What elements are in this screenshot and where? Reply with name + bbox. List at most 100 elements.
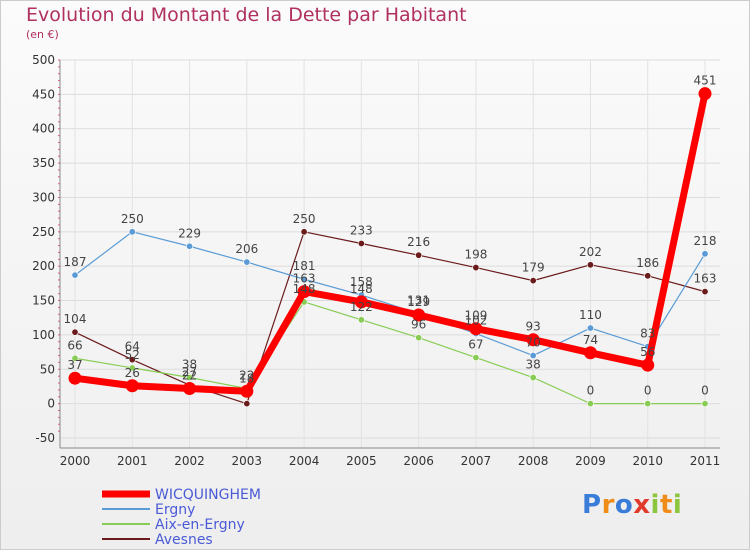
x-tick-label: 2005 — [346, 454, 377, 468]
series-line — [74, 231, 706, 405]
data-label: 109 — [464, 309, 487, 323]
data-label: 158 — [350, 275, 373, 289]
data-point — [586, 400, 594, 408]
y-tick-label: 500 — [32, 53, 55, 67]
data-point — [354, 295, 368, 309]
data-label: 70 — [526, 336, 541, 350]
logo-letter: x — [633, 490, 651, 520]
y-tick-label: 400 — [32, 122, 55, 136]
data-point — [300, 228, 308, 236]
x-tick-label: 2000 — [60, 454, 91, 468]
data-label: 148 — [293, 282, 316, 296]
data-label: 66 — [67, 338, 82, 352]
series-line — [74, 231, 706, 357]
logo-letter: P — [582, 490, 602, 520]
data-label: 216 — [407, 235, 430, 249]
data-point — [412, 308, 426, 322]
data-label: 38 — [526, 358, 541, 372]
data-point — [300, 275, 308, 283]
data-point — [357, 240, 365, 248]
data-label: 0 — [644, 384, 652, 398]
data-point — [698, 87, 712, 101]
data-label: 148 — [350, 282, 373, 296]
data-point — [128, 364, 136, 372]
data-point — [240, 384, 254, 398]
y-tick-label: 50 — [40, 362, 55, 376]
y-tick-label: 450 — [32, 87, 55, 101]
legend-label: WICQUINGHEM — [155, 487, 261, 503]
data-label: 64 — [125, 340, 140, 354]
y-tick-label: 200 — [32, 259, 55, 273]
logo-letter: i — [672, 490, 683, 520]
y-tick-label: 300 — [32, 190, 55, 204]
data-label: 129 — [407, 295, 430, 309]
data-label: 22 — [182, 369, 197, 383]
y-tick-label: 0 — [47, 397, 55, 411]
data-point — [701, 400, 709, 408]
data-point — [415, 334, 423, 342]
data-point — [71, 354, 79, 362]
data-point — [586, 324, 594, 332]
data-point — [186, 242, 194, 250]
data-point — [529, 352, 537, 360]
data-point — [71, 328, 79, 336]
data-label: 131 — [407, 294, 430, 308]
data-point — [526, 333, 540, 347]
data-label: 250 — [293, 212, 316, 226]
data-point — [186, 374, 194, 382]
data-point — [701, 250, 709, 258]
x-tick-label: 2006 — [403, 454, 434, 468]
data-point — [243, 258, 251, 266]
logo-letter: o — [614, 490, 634, 520]
x-tick-label: 2010 — [632, 454, 663, 468]
data-label: 0 — [587, 384, 595, 398]
x-tick-label: 2004 — [289, 454, 320, 468]
legend-label: Aix-en-Ergny — [155, 517, 245, 533]
data-point — [183, 382, 197, 396]
data-label: 202 — [579, 245, 602, 259]
data-point — [641, 358, 655, 372]
legend-label: Ergny — [155, 502, 195, 518]
data-label: 186 — [636, 256, 659, 270]
data-point — [644, 272, 652, 280]
logo-letter: t — [659, 490, 673, 520]
data-label: 179 — [522, 261, 545, 275]
data-label: 229 — [178, 226, 201, 240]
x-tick-label: 2008 — [518, 454, 549, 468]
x-tick-label: 2009 — [575, 454, 606, 468]
x-tick-label: 2003 — [232, 454, 263, 468]
data-label: 83 — [640, 327, 655, 341]
data-point — [128, 228, 136, 236]
data-label: 198 — [464, 248, 487, 262]
series-line — [74, 301, 706, 405]
data-label: 93 — [526, 320, 541, 334]
y-tick-label: 250 — [32, 225, 55, 239]
data-point — [357, 316, 365, 324]
data-label: 110 — [579, 308, 602, 322]
y-tick-label: 150 — [32, 294, 55, 308]
x-tick-label: 2007 — [461, 454, 492, 468]
chart-unit-label: (en €) — [26, 28, 59, 41]
data-label: 38 — [182, 358, 197, 372]
data-label: 52 — [125, 348, 140, 362]
data-label: 27 — [182, 365, 197, 379]
x-tick-label: 2001 — [117, 454, 148, 468]
logo-letter: r — [601, 490, 615, 520]
data-label: 56 — [640, 345, 655, 359]
data-point — [469, 322, 483, 336]
data-label: 67 — [468, 338, 483, 352]
data-point — [583, 346, 597, 360]
legend-label: Avesnes — [155, 532, 213, 548]
data-point — [701, 288, 709, 296]
data-label: 26 — [125, 366, 140, 380]
data-label: 181 — [293, 259, 316, 273]
data-label: 163 — [694, 272, 717, 286]
data-label: 163 — [293, 272, 316, 286]
data-label: 104 — [64, 312, 87, 326]
data-point — [529, 277, 537, 285]
data-label: 18 — [239, 371, 254, 385]
proxiti-logo: Proxiti — [582, 490, 682, 520]
data-label: 102 — [464, 314, 487, 328]
y-tick-label: 100 — [32, 328, 55, 342]
